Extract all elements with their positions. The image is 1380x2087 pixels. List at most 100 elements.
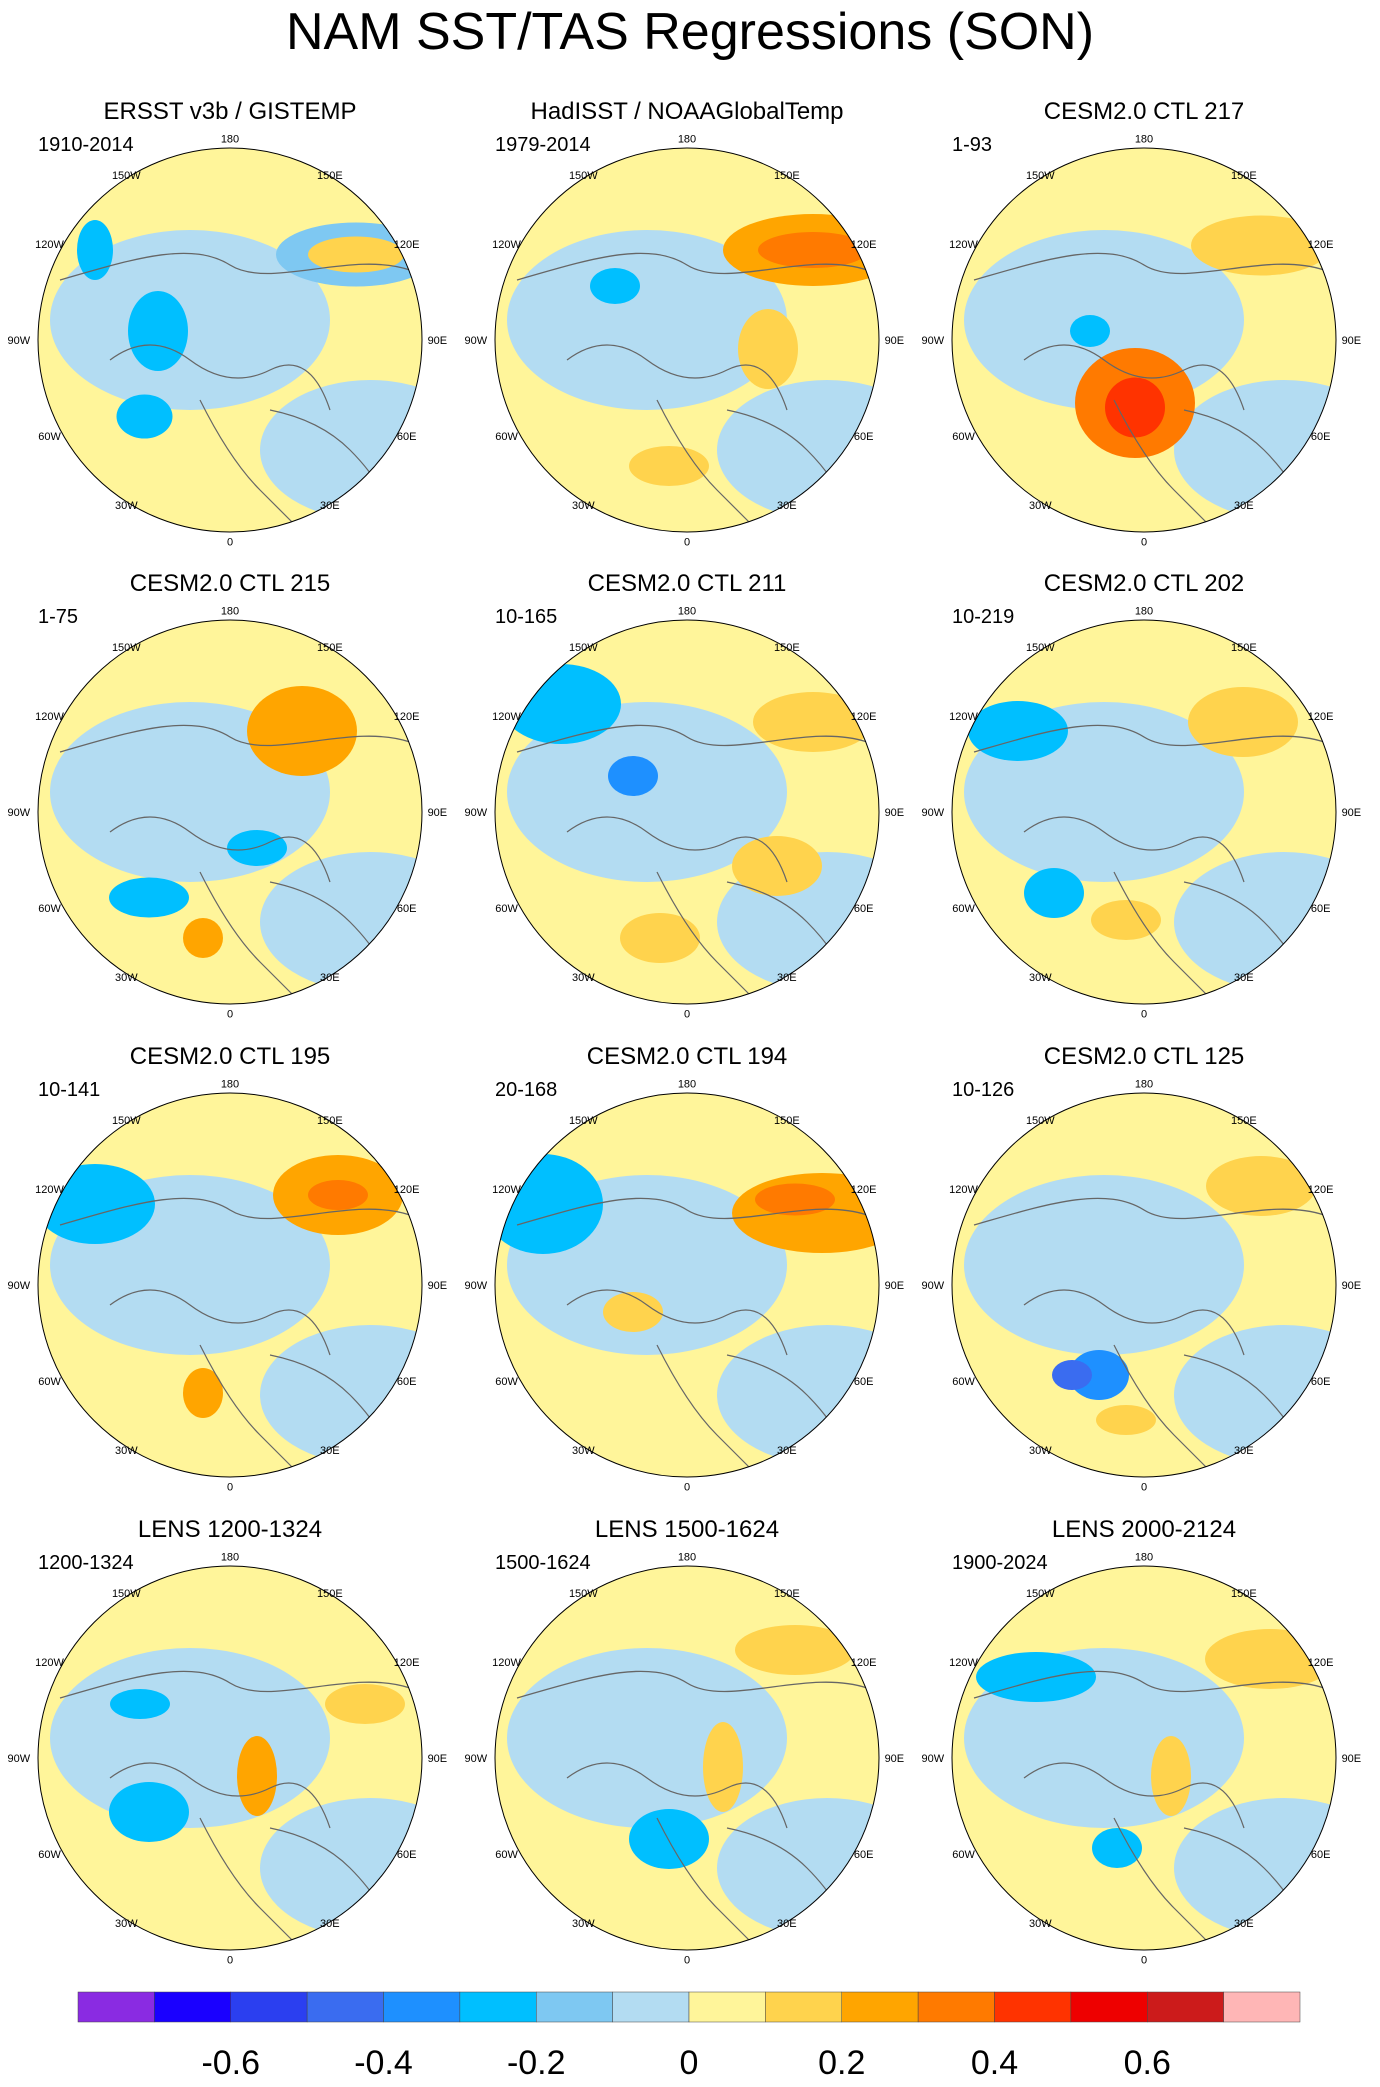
panel-period: 1910-2014 bbox=[38, 134, 134, 156]
panel-title: HadISST / NOAAGlobalTemp bbox=[530, 98, 844, 125]
colorbar-segment bbox=[154, 1991, 231, 2023]
longitude-label: 60E bbox=[397, 431, 417, 443]
longitude-label: 60W bbox=[495, 431, 518, 443]
longitude-label: 120W bbox=[492, 711, 521, 723]
colorbar-segment bbox=[688, 1991, 766, 2023]
longitude-label: 180 bbox=[678, 133, 696, 145]
colorbar-segment bbox=[841, 1991, 919, 2023]
panel-title: ERSST v3b / GISTEMP bbox=[103, 98, 357, 125]
panel-title: LENS 2000-2124 bbox=[1051, 1516, 1237, 1543]
longitude-label: 0 bbox=[684, 1955, 690, 1967]
longitude-label: 30W bbox=[115, 1918, 138, 1930]
longitude-label: 120E bbox=[1308, 1657, 1334, 1669]
longitude-label: 180 bbox=[678, 1551, 696, 1563]
longitude-label: 60E bbox=[397, 1376, 417, 1388]
longitude-label: 90E bbox=[428, 335, 448, 347]
longitude-label: 120W bbox=[492, 1184, 521, 1196]
longitude-label: 60W bbox=[495, 1376, 518, 1388]
longitude-label: 120W bbox=[492, 239, 521, 251]
colorbar-segment bbox=[77, 1991, 155, 2023]
longitude-label: 60E bbox=[397, 903, 417, 915]
longitude-label: 120E bbox=[394, 239, 420, 251]
longitude-label: 30E bbox=[777, 972, 797, 984]
longitude-label: 120W bbox=[949, 239, 978, 251]
longitude-label: 120E bbox=[851, 1184, 877, 1196]
longitude-label: 90W bbox=[7, 1280, 30, 1292]
longitude-label: 150E bbox=[317, 1588, 343, 1600]
panel-title: CESM2.0 CTL 215 bbox=[129, 570, 331, 597]
longitude-label: 60E bbox=[854, 1376, 874, 1388]
map-panel: ERSST v3b / GISTEMP 1910-2014 180 150E 120… bbox=[0, 98, 460, 568]
longitude-label: 150E bbox=[317, 170, 343, 182]
polar-map: 180 150E 120E 90E 60E 30E 0 30W 60W 90W 120W 150W bbox=[921, 133, 1362, 548]
longitude-label: 120W bbox=[35, 239, 64, 251]
longitude-label: 150E bbox=[1231, 1588, 1257, 1600]
longitude-label: 180 bbox=[1135, 133, 1153, 145]
panel-title: CESM2.0 CTL 125 bbox=[1043, 1043, 1245, 1070]
longitude-label: 90E bbox=[885, 1280, 905, 1292]
longitude-label: 180 bbox=[678, 605, 696, 617]
longitude-label: 120W bbox=[949, 1657, 978, 1669]
longitude-label: 60W bbox=[38, 431, 61, 443]
longitude-label: 180 bbox=[1135, 1551, 1153, 1563]
longitude-label: 0 bbox=[684, 1482, 690, 1494]
longitude-label: 120W bbox=[35, 1184, 64, 1196]
panel-period: 1200-1324 bbox=[38, 1552, 134, 1574]
longitude-label: 150E bbox=[774, 1115, 800, 1127]
longitude-label: 60E bbox=[1311, 903, 1331, 915]
longitude-label: 30E bbox=[320, 500, 340, 512]
longitude-label: 90E bbox=[1342, 1753, 1362, 1765]
polar-map: 180 150E 120E 90E 60E 30E 0 30W 60W 90W 120W 150W bbox=[464, 1078, 905, 1494]
longitude-label: 60E bbox=[854, 431, 874, 443]
longitude-label: 120W bbox=[35, 711, 64, 723]
longitude-label: 120E bbox=[394, 711, 420, 723]
longitude-label: 90W bbox=[464, 335, 487, 347]
longitude-label: 30E bbox=[1234, 1918, 1254, 1930]
polar-map: 180 150E 120E 90E 60E 30E 0 30W 60W 90W 120W 150W bbox=[7, 605, 448, 1020]
longitude-label: 90W bbox=[7, 1753, 30, 1765]
longitude-label: 150E bbox=[774, 642, 800, 654]
longitude-label: 30W bbox=[572, 1445, 595, 1457]
longitude-label: 0 bbox=[227, 1482, 233, 1494]
longitude-label: 60E bbox=[397, 1849, 417, 1861]
longitude-label: 150W bbox=[1026, 1115, 1055, 1127]
panel-title: LENS 1500-1624 bbox=[594, 1516, 780, 1543]
colorbar-segment bbox=[917, 1991, 995, 2023]
longitude-label: 30E bbox=[777, 1918, 797, 1930]
longitude-label: 30E bbox=[1234, 1445, 1254, 1457]
panel-period: 10-165 bbox=[495, 606, 558, 628]
longitude-label: 150W bbox=[1026, 642, 1055, 654]
panel-title: CESM2.0 CTL 217 bbox=[1043, 98, 1245, 125]
longitude-label: 60W bbox=[495, 903, 518, 915]
longitude-label: 90E bbox=[428, 807, 448, 819]
longitude-label: 90W bbox=[464, 807, 487, 819]
longitude-label: 180 bbox=[221, 1551, 239, 1563]
longitude-label: 90W bbox=[464, 1753, 487, 1765]
polar-map: 180 150E 120E 90E 60E 30E 0 30W 60W 90W 120W 150W bbox=[7, 1078, 447, 1494]
longitude-label: 30W bbox=[1029, 500, 1052, 512]
longitude-label: 150W bbox=[112, 1115, 141, 1127]
longitude-label: 60E bbox=[854, 903, 874, 915]
longitude-label: 60E bbox=[1311, 1849, 1331, 1861]
colorbar: -0.6 -0.4 -0.2 0 0.2 0.4 0.6 bbox=[77, 1991, 1301, 2082]
longitude-label: 150W bbox=[1026, 170, 1055, 182]
polar-map: 180 150E 120E 90E 60E 30E 0 30W 60W 90W 120W 150W bbox=[7, 133, 448, 548]
longitude-label: 90W bbox=[7, 807, 30, 819]
longitude-label: 120E bbox=[394, 1184, 420, 1196]
longitude-label: 120E bbox=[851, 1657, 877, 1669]
longitude-label: 90E bbox=[1342, 807, 1362, 819]
colorbar-tick-label: -0.4 bbox=[354, 2044, 413, 2082]
longitude-label: 30E bbox=[320, 972, 340, 984]
colorbar-tick-label: -0.2 bbox=[507, 2044, 566, 2082]
colorbar-segment bbox=[1147, 1991, 1224, 2023]
panel-period: 1-75 bbox=[38, 606, 79, 628]
longitude-label: 120E bbox=[394, 1657, 420, 1669]
longitude-label: 90W bbox=[921, 807, 944, 819]
colorbar-segment bbox=[536, 1991, 613, 2023]
longitude-label: 120E bbox=[851, 711, 877, 723]
longitude-label: 150W bbox=[569, 1588, 598, 1600]
longitude-label: 0 bbox=[684, 1009, 690, 1021]
longitude-label: 30W bbox=[115, 972, 138, 984]
longitude-label: 90E bbox=[1342, 335, 1362, 347]
map-panel: CESM2.0 CTL 195 10-141 180 150E 120E 90E 60E… bbox=[0, 1043, 460, 1513]
